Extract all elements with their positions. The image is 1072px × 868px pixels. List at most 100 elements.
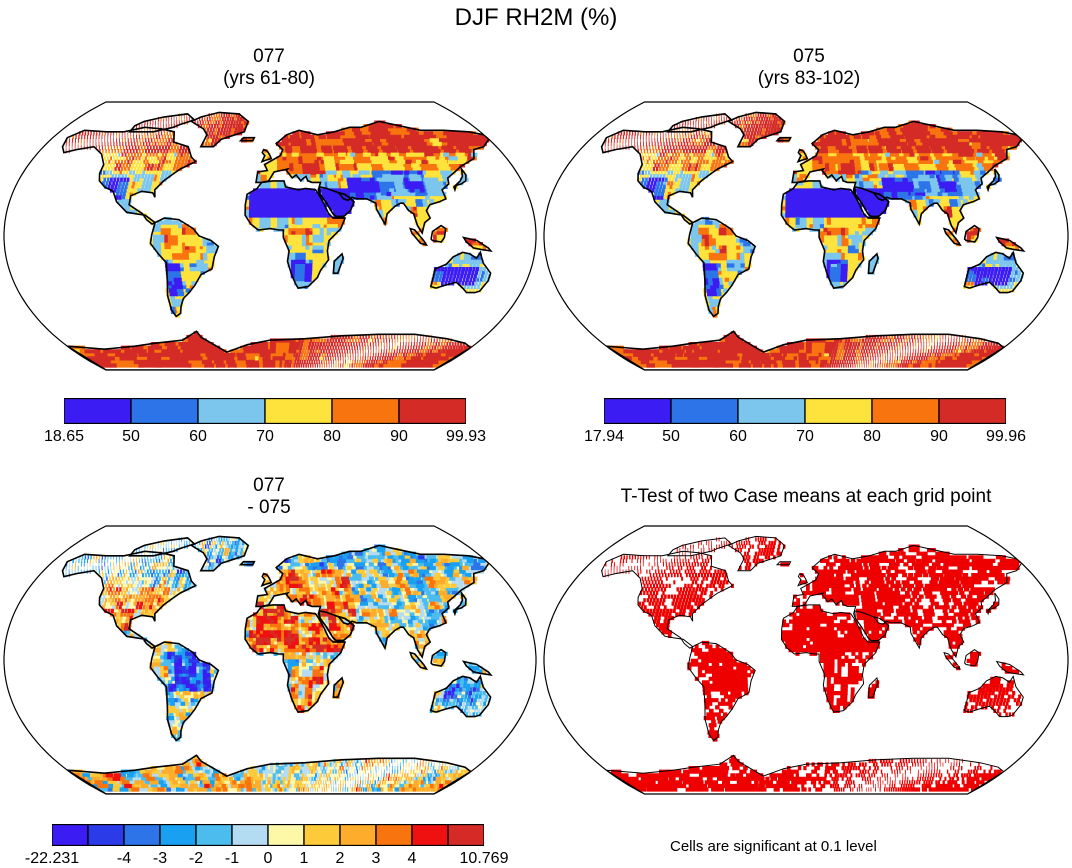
colorbar-tick-label: 80 bbox=[863, 428, 881, 445]
colorbar-swatch bbox=[447, 824, 484, 846]
map-frame bbox=[543, 101, 1069, 371]
grid-cells bbox=[71, 138, 485, 368]
colorbar-tick-label: -2 bbox=[188, 850, 204, 867]
map-diff bbox=[3, 525, 537, 795]
coastline bbox=[963, 224, 980, 243]
colorbar-tick-label: 99.93 bbox=[445, 428, 487, 445]
panel-077-case: 077 bbox=[253, 46, 285, 67]
grid-cells bbox=[644, 152, 1024, 314]
map-frame bbox=[543, 525, 1069, 795]
colorbar-tick-label: 3 bbox=[371, 850, 381, 867]
map-077 bbox=[3, 101, 537, 371]
colorbar-swatch bbox=[159, 824, 197, 846]
coastline bbox=[189, 535, 250, 572]
coastline bbox=[318, 185, 355, 218]
colorbar-tick-label: 50 bbox=[122, 428, 140, 445]
coastline bbox=[238, 136, 256, 142]
coastline bbox=[867, 252, 879, 274]
colorbar-tick-label: 99.96 bbox=[985, 428, 1027, 445]
colorbar-swatch bbox=[339, 824, 377, 846]
coastline bbox=[255, 544, 490, 660]
colorbar-diff: -22.231 -4 -3 -2 -1 0 1 2 3 4 10.769 bbox=[25, 824, 508, 867]
coastline bbox=[128, 537, 196, 557]
coastline bbox=[238, 560, 256, 566]
coastline bbox=[943, 651, 962, 670]
coastline bbox=[318, 609, 355, 642]
grid-cells bbox=[106, 152, 491, 307]
colorbar-swatch bbox=[411, 824, 449, 846]
coastline bbox=[149, 217, 220, 318]
panel-077-title: 077 (yrs 61-80) bbox=[134, 46, 404, 90]
map-frame bbox=[3, 525, 537, 795]
coastline bbox=[666, 537, 733, 557]
coastline bbox=[430, 648, 447, 667]
coastline bbox=[780, 180, 881, 289]
panel-diff-minus: - 075 bbox=[247, 497, 291, 518]
coastline bbox=[780, 604, 881, 713]
colorbar-tick-label: 10.769 bbox=[459, 850, 509, 867]
coastline bbox=[244, 604, 347, 713]
coastline bbox=[332, 252, 345, 274]
colorbar-tick-label: 17.94 bbox=[583, 428, 625, 445]
coastline bbox=[986, 168, 1000, 193]
colorbar-swatch bbox=[871, 398, 940, 424]
grid-cells bbox=[601, 113, 1022, 368]
colorbar-tick-label: -3 bbox=[152, 850, 168, 867]
coastline bbox=[995, 660, 1025, 676]
coastline bbox=[797, 572, 808, 587]
colorbar-tick-label: 1 bbox=[299, 850, 309, 867]
coastline bbox=[332, 676, 345, 698]
colorbar-swatch bbox=[398, 398, 466, 424]
panel-075-years: (yrs 83-102) bbox=[757, 68, 861, 89]
coastline bbox=[260, 148, 273, 164]
panel-075-title: 075 (yrs 83-102) bbox=[674, 46, 944, 90]
coastline bbox=[853, 185, 890, 218]
colorbar-swatch bbox=[231, 824, 269, 846]
coastline bbox=[429, 250, 492, 294]
colorbar-swatch bbox=[267, 824, 305, 846]
colorbar-swatch bbox=[303, 824, 341, 846]
coastline bbox=[666, 113, 734, 133]
coastline bbox=[964, 648, 980, 667]
coastline bbox=[260, 572, 273, 588]
colorbar-tick-label: 90 bbox=[390, 428, 408, 445]
coastline bbox=[149, 641, 220, 742]
coastline bbox=[461, 236, 493, 253]
colorbar-swatch bbox=[670, 398, 739, 424]
coastline bbox=[61, 126, 197, 226]
colorbar-tick-label: -1 bbox=[224, 850, 240, 867]
grid-cells bbox=[65, 537, 489, 792]
map-ttest bbox=[543, 525, 1069, 795]
coastline bbox=[452, 590, 467, 617]
coastline bbox=[942, 227, 962, 247]
panel-diff-case: 077 bbox=[253, 475, 285, 496]
grid-cells bbox=[107, 170, 479, 297]
coastline bbox=[452, 166, 467, 193]
grid-cells bbox=[99, 170, 485, 314]
coastline bbox=[867, 676, 879, 698]
map-frame bbox=[3, 101, 537, 371]
coastline bbox=[791, 120, 1023, 236]
coastline bbox=[429, 674, 492, 718]
colorbar-tick-label: 80 bbox=[323, 428, 341, 445]
colorbar-swatch bbox=[87, 824, 125, 846]
colorbar-tick-label: 60 bbox=[189, 428, 207, 445]
colorbar-swatch bbox=[197, 398, 266, 424]
coastline bbox=[687, 217, 757, 318]
coastline bbox=[66, 754, 473, 794]
grid-cells bbox=[601, 537, 1023, 792]
colorbar-077: 18.65 50 60 70 80 90 99.93 bbox=[44, 398, 486, 445]
panel-diff-title: 077 - 075 bbox=[134, 475, 404, 519]
coastline bbox=[727, 535, 786, 572]
coastline bbox=[775, 136, 792, 142]
colorbar-swatch bbox=[737, 398, 806, 424]
colorbar-tick-label: 0 bbox=[263, 850, 273, 867]
coastline bbox=[995, 236, 1026, 253]
coastline bbox=[61, 550, 197, 650]
colorbar-075: 17.94 50 60 70 80 90 99.96 bbox=[584, 398, 1026, 445]
colorbar-swatch bbox=[264, 398, 333, 424]
colorbar-swatch bbox=[604, 398, 672, 424]
colorbar-swatch bbox=[195, 824, 233, 846]
coastline bbox=[963, 675, 1024, 718]
colorbar-swatch bbox=[130, 398, 199, 424]
